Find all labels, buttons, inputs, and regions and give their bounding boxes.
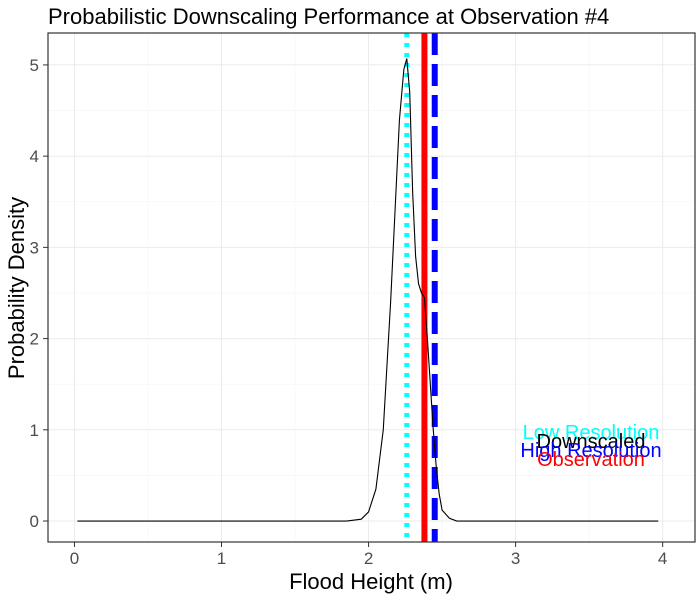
- density-curve-layer: [77, 58, 659, 522]
- y-tick-label: 5: [30, 56, 39, 75]
- x-tick-label: 4: [658, 549, 667, 568]
- y-tick-label: 4: [30, 147, 39, 166]
- axis-ticks: 0 1 2 3 4 0 1 2 3 4 5: [30, 56, 668, 568]
- legend-label-observation: Observation: [537, 449, 645, 471]
- y-tick-label: 2: [30, 330, 39, 349]
- y-tick-label: 1: [30, 421, 39, 440]
- reference-lines: [404, 33, 438, 542]
- y-tick-label: 0: [30, 512, 39, 531]
- legend-label-downscaled: Downscaled: [537, 431, 646, 453]
- x-axis-title: Flood Height (m): [289, 569, 453, 594]
- density-curve: [77, 58, 659, 522]
- x-tick-label: 0: [70, 549, 79, 568]
- legend-label-high-resolution: High Resolution: [520, 440, 661, 462]
- legend-label-low-resolution: Low Resolution: [523, 422, 660, 444]
- x-tick-label: 1: [217, 549, 226, 568]
- chart-title: Probabilistic Downscaling Performance at…: [48, 4, 609, 29]
- plot-panel-border: [47, 32, 696, 543]
- y-tick-label: 3: [30, 238, 39, 257]
- x-tick-label: 3: [511, 549, 520, 568]
- x-tick-label: 2: [364, 549, 373, 568]
- y-axis-title: Probability Density: [4, 197, 29, 379]
- grid: [48, 33, 695, 542]
